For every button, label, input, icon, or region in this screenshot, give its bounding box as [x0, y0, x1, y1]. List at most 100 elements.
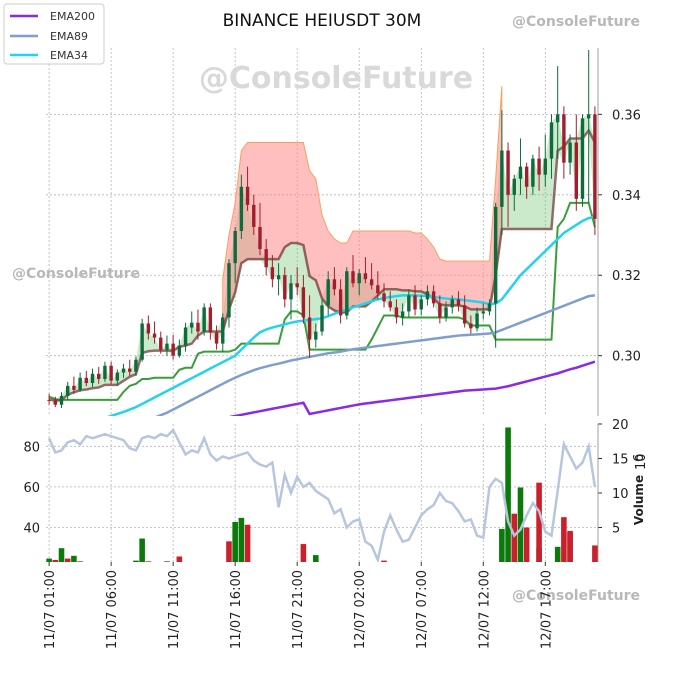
- candle-body: [190, 322, 194, 328]
- x-tick-label: 12/07 02:00: [353, 570, 368, 649]
- oscillator-line: [47, 428, 597, 562]
- legend-label-ema89: EMA89: [50, 30, 88, 43]
- candle-body: [332, 279, 337, 290]
- candle-body: [165, 343, 169, 350]
- volume-bar-down: [64, 558, 71, 562]
- candle-body: [394, 307, 399, 318]
- volume-bar-down: [244, 524, 251, 562]
- candle-body: [134, 359, 138, 372]
- volume-bar-down: [381, 560, 387, 562]
- candle-body: [301, 287, 306, 318]
- candle-body: [388, 301, 392, 308]
- candle-body: [506, 150, 510, 195]
- volume-axis-label: Volume: [632, 475, 646, 525]
- candle-body: [338, 289, 343, 316]
- candle-body: [580, 118, 585, 199]
- candle-body: [376, 285, 380, 294]
- volume-bar-up: [499, 528, 505, 562]
- candle-body: [363, 273, 368, 280]
- candle-body: [252, 204, 256, 227]
- volume-bar-down: [300, 544, 307, 562]
- x-tick-label: 12/07 12:00: [477, 570, 492, 649]
- candle-body: [227, 263, 231, 318]
- volume-bar-down: [592, 545, 598, 562]
- candle-body: [469, 323, 473, 329]
- volume-bar-up: [133, 560, 139, 562]
- candle-body: [450, 299, 454, 308]
- candle-body: [121, 368, 126, 373]
- candle-body: [221, 317, 225, 344]
- x-tick-label: 11/07 11:00: [167, 570, 182, 649]
- left-y-tick-label: 60: [23, 481, 40, 496]
- ema-line-ema89: [155, 294, 596, 416]
- candle-body: [208, 307, 213, 333]
- right-y-tick-label: 10: [612, 487, 629, 502]
- x-tick-label: 11/07 16:00: [229, 570, 244, 649]
- volume-plot: [46, 427, 598, 562]
- candle-body: [140, 323, 144, 360]
- candle-body: [326, 279, 330, 306]
- candle-body: [518, 166, 523, 179]
- candle-body: [524, 166, 529, 187]
- candle-body: [475, 313, 479, 329]
- candle-body: [283, 275, 287, 300]
- x-tick-label: 11/07 01:00: [43, 570, 58, 649]
- watermark-center: @ConsoleFuture: [199, 61, 473, 96]
- candle-body: [555, 114, 560, 123]
- y-tick-label: 0.32: [612, 269, 641, 284]
- candle-body: [239, 186, 244, 231]
- candle-body: [438, 303, 442, 318]
- volume-exponent-base: 10: [634, 453, 649, 470]
- candle-body: [97, 373, 101, 379]
- legend-label-ema34: EMA34: [50, 49, 88, 62]
- volume-bar-down: [523, 527, 530, 562]
- volume-bar-down: [176, 556, 183, 562]
- candle-body: [196, 322, 200, 332]
- x-tick-label: 12/07 17:00: [539, 570, 554, 649]
- volume-bar-up: [139, 538, 145, 562]
- left-y-tick-label: 80: [23, 440, 40, 455]
- watermark-left: @ConsoleFuture: [12, 266, 140, 282]
- candle-body: [202, 307, 206, 332]
- ema-line-ema200: [228, 360, 596, 416]
- volume-bar-down: [77, 561, 83, 562]
- candle-body: [78, 377, 82, 390]
- candle-body: [289, 283, 293, 300]
- volume-bar-down: [52, 559, 59, 562]
- candle-body: [500, 150, 504, 207]
- resistance-zone: [222, 86, 503, 332]
- volume-bar-down: [511, 513, 518, 562]
- candle-body: [320, 305, 324, 332]
- volume-bar-down: [561, 517, 567, 562]
- candle-body: [115, 372, 120, 381]
- candle-body: [481, 311, 485, 314]
- candle-body: [431, 291, 436, 304]
- x-tick-label: 11/07 06:00: [105, 570, 120, 649]
- candle-body: [233, 230, 237, 264]
- candle-body: [159, 337, 163, 350]
- candle-body: [413, 295, 417, 310]
- volume-bar-up: [232, 521, 238, 562]
- candle-body: [72, 385, 76, 390]
- candle-body: [295, 283, 299, 288]
- right-y-tick-label: 5: [612, 522, 620, 537]
- legend-label-ema200: EMA200: [50, 10, 95, 23]
- candle-body: [307, 317, 312, 340]
- candle-body: [382, 293, 386, 302]
- volume-bar-up: [164, 561, 170, 562]
- candle-body: [537, 158, 541, 175]
- candle-body: [400, 311, 405, 318]
- candle-body: [493, 206, 498, 304]
- volume-bar-up: [505, 427, 511, 562]
- candle-body: [59, 395, 64, 405]
- candle-body: [270, 267, 275, 280]
- candle-body: [258, 226, 262, 250]
- support-line: [48, 201, 596, 401]
- watermark-top-right: @ConsoleFuture: [512, 14, 640, 30]
- x-tick-label: 11/07 21:00: [291, 570, 306, 649]
- candle-body: [345, 271, 349, 316]
- chart-title: BINANCE HEIUSDT 30M: [223, 11, 422, 31]
- candle-body: [128, 368, 132, 372]
- candle-body: [487, 303, 492, 312]
- candle-body: [586, 114, 591, 119]
